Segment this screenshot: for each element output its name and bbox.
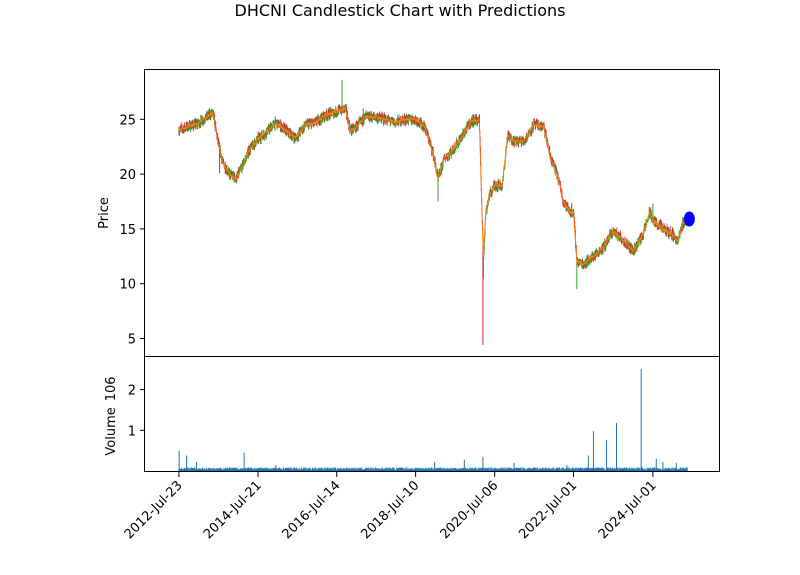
price-y-tick-label-0: 5 — [128, 332, 136, 347]
volume-series — [178, 369, 688, 471]
volume-panel: 12 Volume106 — [104, 356, 720, 472]
price-y-tick-label-4: 25 — [119, 113, 136, 128]
price-plot-frame — [144, 69, 720, 357]
price-y-tick-label-3: 20 — [119, 168, 136, 183]
chart-title: DHCNI Candlestick Chart with Predictions — [235, 1, 566, 20]
volume-y-axis-label: Volume106 — [104, 376, 119, 455]
x-tick-label-2: 2016-Jul-14 — [280, 478, 344, 542]
price-y-tick-label-2: 15 — [119, 223, 136, 238]
volume-y-ticks: 12 — [128, 384, 145, 439]
x-axis-ticks: 2012-Jul-23 2014-Jul-21 2016-Jul-14 2018-Ju… — [122, 472, 660, 542]
volume-y-tick-label-0: 1 — [128, 424, 136, 439]
price-y-tick-label-1: 10 — [119, 278, 136, 293]
x-tick-label-0: 2012-Jul-23 — [122, 478, 186, 542]
x-tick-label-3: 2018-Jul-10 — [359, 478, 423, 542]
x-tick-label-5: 2022-Jul-01 — [516, 478, 580, 542]
price-panel: 5 10 15 20 25 Price — [97, 69, 720, 357]
price-y-axis-label: Price — [97, 197, 112, 229]
price-series — [178, 79, 695, 346]
volume-y-tick-label-1: 2 — [128, 384, 136, 399]
close-price-line — [178, 106, 688, 266]
x-tick-label-1: 2014-Jul-21 — [201, 478, 265, 542]
price-y-ticks: 5 10 15 20 25 — [119, 113, 145, 347]
prediction-marker — [683, 211, 695, 227]
volume-plot-frame — [144, 356, 720, 472]
x-tick-label-4: 2020-Jul-06 — [438, 478, 502, 542]
x-tick-label-6: 2024-Jul-01 — [596, 478, 660, 542]
